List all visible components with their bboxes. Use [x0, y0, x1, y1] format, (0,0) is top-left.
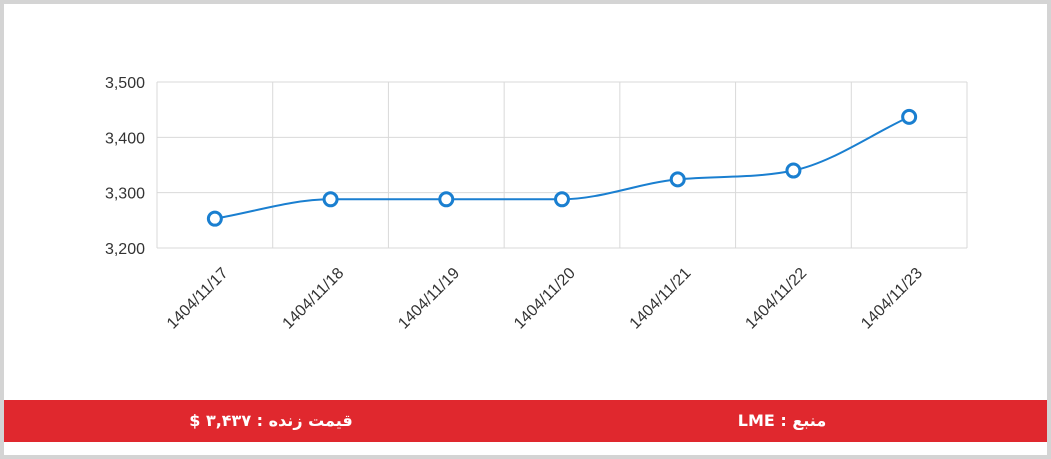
point [785, 162, 802, 179]
x-tick-label: 1404/11/23 [858, 265, 926, 333]
point [322, 191, 339, 208]
source: منبع : LME [737, 411, 827, 430]
y-tick-label: 3,500 [105, 75, 145, 92]
y-tick-label: 3,200 [105, 241, 145, 258]
point [206, 210, 223, 227]
x-tick-label: 1404/11/17 [164, 265, 232, 333]
x-tick-label: 1404/11/20 [511, 265, 579, 333]
x-tick-label: 1404/11/22 [742, 265, 810, 333]
x-tick-label: 1404/11/18 [280, 265, 348, 333]
point [901, 108, 918, 125]
point [438, 191, 455, 208]
chart: 3,200 3,300 3,400 3,500 1404/11/17 1404/11/18… [105, 75, 968, 333]
y-tick-label: 3,400 [105, 130, 145, 147]
live-price: قیمت زنده : ۳,۴۳۷ $ [189, 411, 353, 430]
point [554, 191, 570, 208]
x-tick-label: 1404/11/19 [395, 265, 463, 333]
y-tick-label: 3,300 [105, 186, 145, 203]
footer-bar: قیمت زنده : ۳,۴۳۷ $ منبع : LME [4, 400, 1047, 442]
x-tick-label: 1404/11/21 [627, 265, 695, 333]
point [669, 171, 686, 188]
